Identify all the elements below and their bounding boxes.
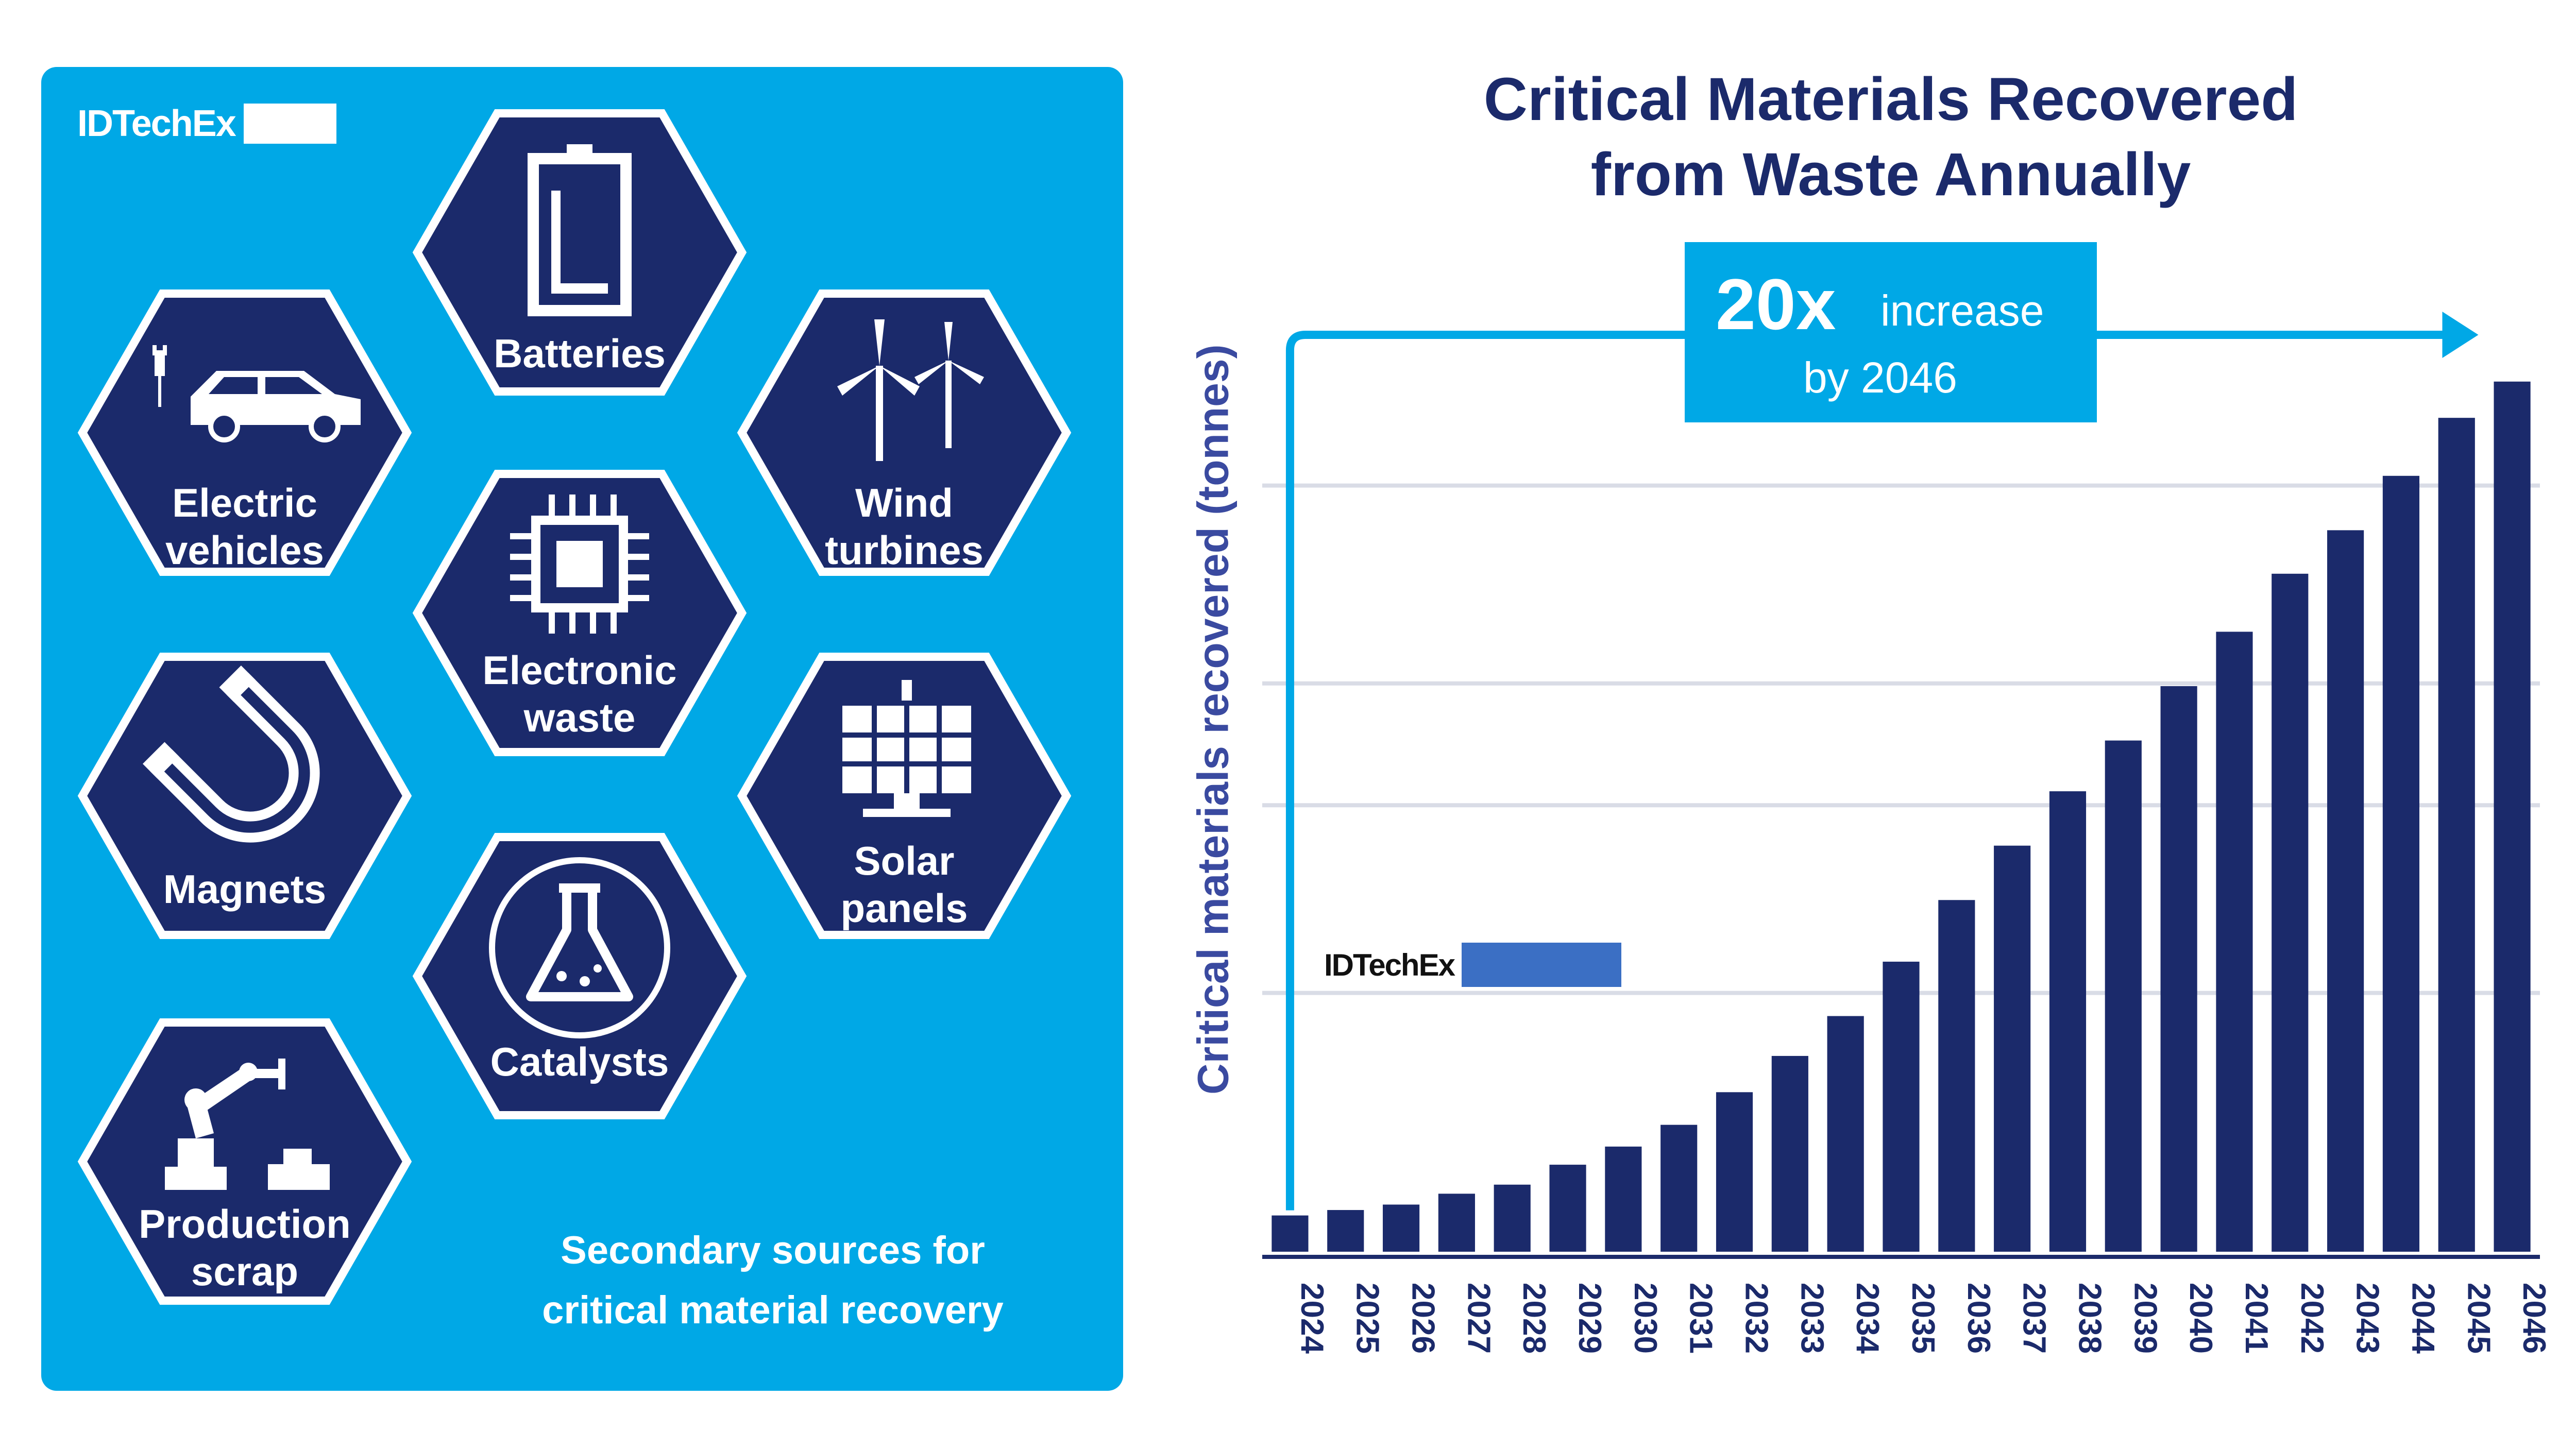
x-tick-label: 2025 — [1350, 1283, 1385, 1354]
hex-solar-panels: Solar panels — [737, 652, 1072, 940]
x-tick-label: 2043 — [2350, 1283, 2385, 1354]
x-tick-label: 2031 — [1683, 1283, 1719, 1354]
bar-2031 — [1660, 1124, 1698, 1252]
x-tick-label: 2037 — [2016, 1283, 2052, 1354]
growth-arrow-line — [1285, 331, 2458, 1211]
bar-2040 — [2160, 686, 2197, 1252]
growth-arrow-head — [2442, 312, 2479, 358]
callout-multiplier: 20x — [1716, 264, 1836, 345]
bar-2043 — [2327, 530, 2364, 1252]
y-axis-label: Critical materials recovered (tonnes) — [1189, 344, 1238, 1095]
hex-electric-vehicles: Electric vehicles — [77, 288, 412, 577]
solar-panel-icon — [842, 680, 971, 817]
bar-2032 — [1716, 1092, 1753, 1252]
x-tick-label: 2030 — [1628, 1283, 1663, 1354]
bar-2026 — [1382, 1204, 1420, 1252]
hex-production-scrap: Production scrap — [77, 1017, 412, 1306]
hex-catalysts-label: Catalysts — [490, 1039, 669, 1084]
x-tick-label: 2028 — [1516, 1283, 1552, 1354]
brand-tag — [243, 104, 336, 144]
x-tick-label: 2035 — [1905, 1283, 1941, 1354]
hex-electronic-waste: Electronic waste — [412, 469, 747, 757]
x-tick-label: 2026 — [1405, 1283, 1441, 1354]
x-tick-label: 2042 — [2294, 1283, 2330, 1354]
bar-2046 — [2494, 381, 2531, 1252]
bar-2030 — [1605, 1146, 1642, 1252]
x-tick-label: 2038 — [2072, 1283, 2107, 1354]
robot-arm-icon — [165, 1059, 330, 1190]
hex-batteries-label: Batteries — [494, 331, 666, 376]
hex-catalysts: Catalysts — [412, 832, 747, 1120]
hex-production-scrap-label: Production scrap — [139, 1201, 351, 1294]
bar-2027 — [1438, 1194, 1475, 1252]
hex-magnets-label: Magnets — [163, 866, 327, 912]
x-tick-label: 2040 — [2183, 1283, 2218, 1354]
chart-watermark: IDTechEx — [1324, 943, 1621, 987]
bar-2025 — [1327, 1210, 1364, 1252]
bar-2036 — [1938, 900, 1975, 1252]
bar-2024 — [1272, 1215, 1309, 1252]
x-tick-label: 2045 — [2461, 1283, 2496, 1354]
growth-callout: 20x increase by 2046 — [1685, 242, 2097, 422]
bar-2029 — [1549, 1165, 1586, 1252]
x-tick-label: 2032 — [1739, 1283, 1774, 1354]
bar-2044 — [2382, 475, 2420, 1252]
infographic-caption: Secondary sources for critical material … — [542, 1229, 1004, 1332]
hex-solar-panels-label: Solar panels — [840, 838, 968, 931]
brand-logo: IDTechEx — [77, 100, 336, 147]
battery-icon — [528, 144, 632, 316]
bar-2037 — [1994, 845, 2031, 1252]
x-tick-label: 2046 — [2516, 1283, 2552, 1354]
hex-wind-turbines: Wind turbines — [737, 288, 1072, 577]
x-tick-label: 2029 — [1572, 1283, 1607, 1354]
bar-2038 — [2049, 791, 2087, 1252]
bar-2028 — [1494, 1184, 1531, 1252]
chart-title: Critical Materials Recovered from Waste … — [1483, 65, 2298, 209]
brand-name: IDTechEx — [77, 103, 236, 144]
hex-batteries: Batteries — [412, 108, 747, 397]
x-tick-label: 2033 — [1794, 1283, 1829, 1354]
flask-icon — [489, 857, 670, 1038]
bar-2041 — [2216, 632, 2253, 1252]
x-tick-label: 2044 — [2405, 1283, 2441, 1354]
car-icon — [152, 345, 361, 442]
bar-2034 — [1827, 1016, 1864, 1252]
bar-2042 — [2272, 573, 2309, 1252]
chip-icon — [510, 495, 649, 634]
magnet-icon — [143, 666, 320, 843]
x-tick-label: 2027 — [1461, 1283, 1496, 1354]
hex-electronic-waste-label: Electronic waste — [482, 647, 677, 740]
x-tick-label: 2034 — [1850, 1283, 1885, 1354]
x-tick-label: 2039 — [2127, 1283, 2163, 1354]
x-tick-label: 2036 — [1961, 1283, 1996, 1354]
hex-wind-turbines-label: Wind turbines — [825, 480, 984, 573]
callout-increase: increase — [1880, 286, 2044, 335]
x-tick-label: 2041 — [2239, 1283, 2274, 1354]
bar-2035 — [1883, 961, 1920, 1252]
bar-2039 — [2105, 740, 2142, 1252]
bar-2033 — [1771, 1055, 1808, 1252]
hex-magnets: Magnets — [77, 652, 412, 940]
watermark-tag — [1461, 943, 1621, 987]
callout-by-year: by 2046 — [1803, 353, 1957, 402]
watermark-brand-name: IDTechEx — [1324, 947, 1455, 982]
x-tick-label: 2024 — [1294, 1283, 1330, 1354]
hex-electric-vehicles-label: Electric vehicles — [165, 480, 324, 573]
bar-2045 — [2438, 418, 2475, 1252]
wind-turbine-icon — [837, 319, 984, 461]
